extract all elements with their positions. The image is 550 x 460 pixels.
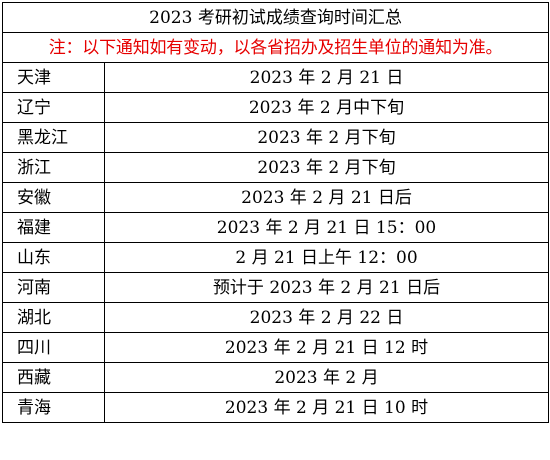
table-title: 2023 考研初试成绩查询时间汇总 xyxy=(1,2,550,33)
time-cell: 2 月 21 日上午 12：00 xyxy=(103,242,550,273)
title-row: 2023 考研初试成绩查询时间汇总 xyxy=(1,2,550,33)
time-cell: 2023 年 2 月 21 日后 xyxy=(103,182,550,213)
province-cell: 辽宁 xyxy=(2,92,105,123)
time-cell: 2023 年 2 月 21 日 12 时 xyxy=(103,332,550,363)
time-cell: 2023 年 2 月 22 日 xyxy=(103,302,550,333)
time-cell: 2023 年 2 月 xyxy=(103,362,550,393)
table-row: 安徽 2023 年 2 月 21 日后 xyxy=(2,182,550,213)
table-row: 天津 2023 年 2 月 21 日 xyxy=(2,62,550,93)
province-cell: 西藏 xyxy=(2,362,105,393)
province-cell: 浙江 xyxy=(2,152,105,183)
province-cell: 青海 xyxy=(2,392,105,423)
time-cell: 2023 年 2 月 21 日 xyxy=(103,62,550,93)
province-cell: 天津 xyxy=(2,62,105,93)
notice-text: 注：以下通知如有变动，以各省招办及招生单位的通知为准。 xyxy=(1,32,550,63)
time-cell: 2023 年 2 月中下旬 xyxy=(103,92,550,123)
table-row: 黑龙江 2023 年 2 月下旬 xyxy=(2,122,550,153)
province-cell: 四川 xyxy=(2,332,105,363)
time-cell: 2023 年 2 月 21 日 10 时 xyxy=(103,392,550,423)
table-row: 浙江 2023 年 2 月下旬 xyxy=(2,152,550,183)
time-cell: 2023 年 2 月下旬 xyxy=(103,122,550,153)
province-cell: 河南 xyxy=(2,272,105,303)
province-cell: 湖北 xyxy=(2,302,105,333)
time-cell: 2023 年 2 月下旬 xyxy=(103,152,550,183)
province-cell: 山东 xyxy=(2,242,105,273)
table-row: 福建 2023 年 2 月 21 日 15：00 xyxy=(2,212,550,243)
table-row: 青海 2023 年 2 月 21 日 10 时 xyxy=(2,392,550,423)
time-cell: 预计于 2023 年 2 月 21 日后 xyxy=(103,272,550,303)
table-row: 西藏 2023 年 2 月 xyxy=(2,362,550,393)
province-cell: 安徽 xyxy=(2,182,105,213)
table-row: 四川 2023 年 2 月 21 日 12 时 xyxy=(2,332,550,363)
province-cell: 黑龙江 xyxy=(2,122,105,153)
table-row: 山东 2 月 21 日上午 12：00 xyxy=(2,242,550,273)
province-cell: 福建 xyxy=(2,212,105,243)
table-row: 湖北 2023 年 2 月 22 日 xyxy=(2,302,550,333)
table-row: 辽宁 2023 年 2 月中下旬 xyxy=(2,92,550,123)
notice-row: 注：以下通知如有变动，以各省招办及招生单位的通知为准。 xyxy=(1,32,550,63)
score-query-schedule-table: 2023 考研初试成绩查询时间汇总 注：以下通知如有变动，以各省招办及招生单位的… xyxy=(1,2,550,423)
time-cell: 2023 年 2 月 21 日 15：00 xyxy=(103,212,550,243)
table-row: 河南 预计于 2023 年 2 月 21 日后 xyxy=(2,272,550,303)
